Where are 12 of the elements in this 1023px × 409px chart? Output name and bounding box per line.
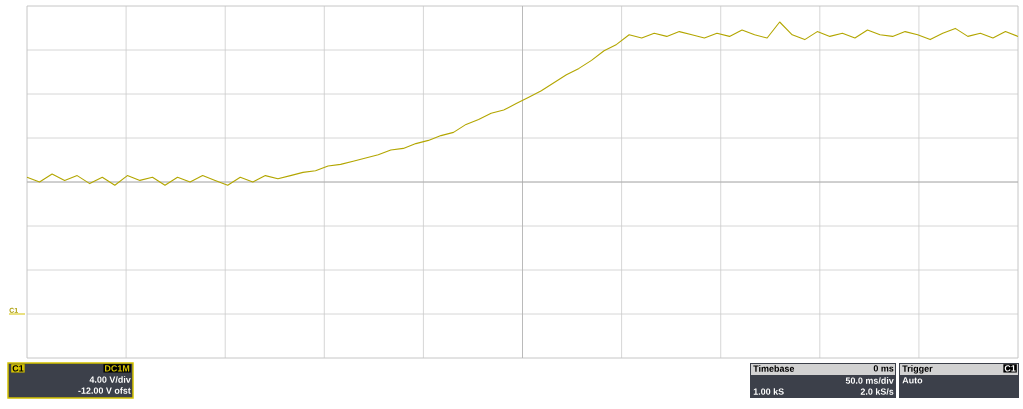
- text: 0 ms: [873, 365, 894, 372]
- text: C1: [12, 365, 24, 372]
- text: 1.00 kS: [753, 388, 784, 395]
- text: 50.0 ms/div: [845, 377, 894, 384]
- text: 2.0 kS/s: [860, 388, 894, 395]
- text: -12.00 V ofst: [78, 387, 131, 394]
- text: Trigger: [902, 365, 933, 374]
- text: 4.00 V/div: [89, 376, 131, 383]
- text: Auto: [902, 377, 923, 384]
- text: DC1M: [105, 365, 130, 372]
- text: Timebase: [753, 365, 795, 372]
- text: C1: [1004, 365, 1016, 372]
